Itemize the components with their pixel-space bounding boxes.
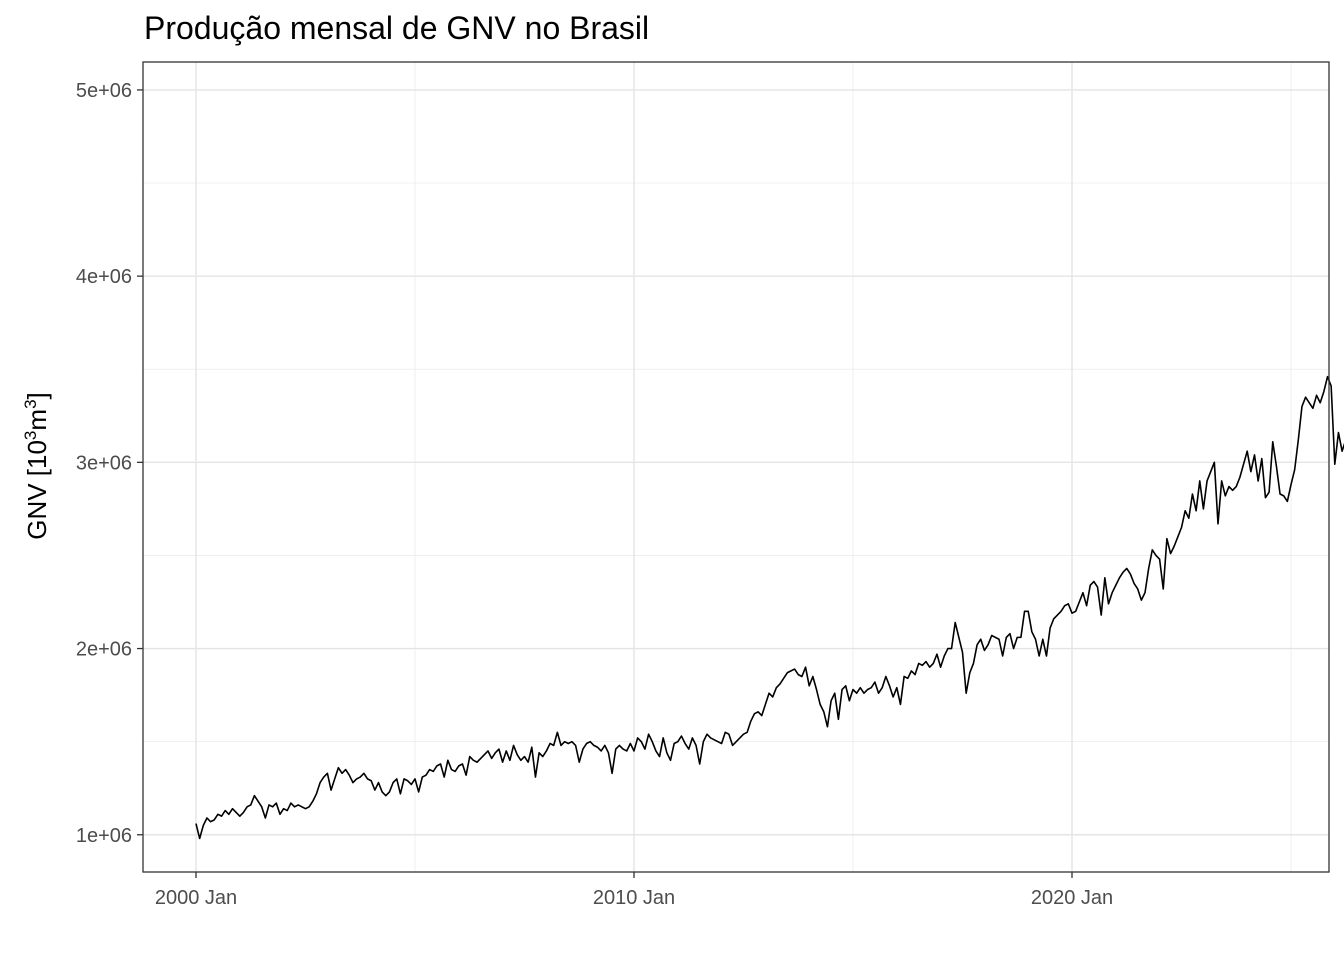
y-axis-label-end: ] <box>21 392 52 400</box>
y-tick-label: 5e+06 <box>76 80 132 102</box>
grid <box>143 62 1329 872</box>
chart-title: Produção mensal de GNV no Brasil <box>144 10 650 46</box>
y-axis-label-mid: m <box>21 408 52 431</box>
x-tick-label: 2000 Jan <box>155 887 237 909</box>
panel-border <box>142 61 1330 873</box>
series-line <box>195 375 1344 840</box>
y-tick-label: 1e+06 <box>76 825 132 847</box>
y-tick-label: 4e+06 <box>76 266 132 288</box>
y-tick-label: 3e+06 <box>76 452 132 474</box>
axes: 1e+06 2e+06 3e+06 4e+06 5e+06 2000 Jan 2010 Ja… <box>76 80 1113 909</box>
x-tick-label: 2010 Jan <box>593 887 675 909</box>
y-tick-label: 2e+06 <box>76 639 132 661</box>
y-axis-label: GNV [103m3] <box>21 392 53 540</box>
y-axis-label-sup2: 3 <box>21 399 41 409</box>
y-axis-label-sup1: 3 <box>21 430 41 441</box>
x-tick-label: 2020 Jan <box>1031 887 1113 909</box>
series-layer <box>195 375 1344 840</box>
y-axis-label-base: GNV [10 <box>21 440 52 540</box>
y-axis-label-wrap: GNV [103m3] <box>0 0 74 960</box>
